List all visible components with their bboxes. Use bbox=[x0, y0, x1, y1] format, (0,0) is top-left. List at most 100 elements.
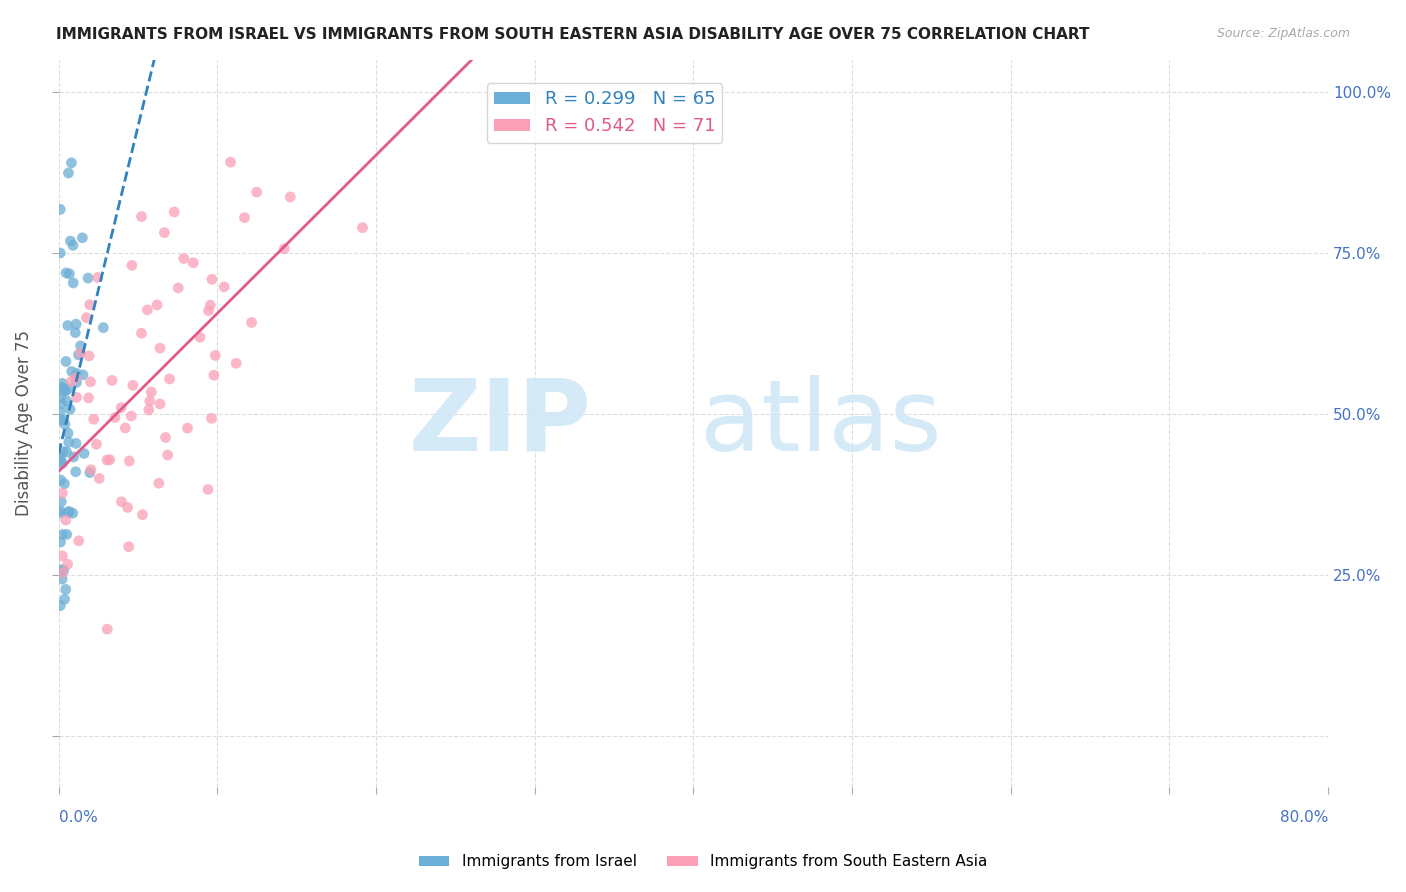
Point bbox=[49, 450, 72, 464]
Point bbox=[62, 238, 84, 252]
Point bbox=[49, 563, 72, 577]
Text: atlas: atlas bbox=[700, 375, 941, 472]
Point bbox=[131, 508, 153, 522]
Point bbox=[51, 376, 73, 391]
Point bbox=[155, 430, 177, 444]
Point bbox=[56, 382, 79, 396]
Point bbox=[148, 476, 170, 491]
Point bbox=[65, 370, 87, 384]
Point bbox=[79, 375, 101, 389]
Point bbox=[201, 272, 224, 286]
Point bbox=[181, 256, 204, 270]
Point bbox=[49, 599, 72, 613]
Point bbox=[110, 494, 132, 508]
Point bbox=[77, 271, 100, 285]
Point bbox=[59, 234, 82, 248]
Point bbox=[139, 394, 162, 409]
Point bbox=[49, 506, 72, 520]
Point bbox=[52, 384, 75, 399]
Point bbox=[55, 354, 77, 368]
Point bbox=[52, 444, 75, 458]
Point bbox=[188, 330, 211, 344]
Point bbox=[176, 421, 198, 435]
Point bbox=[58, 166, 80, 180]
Point bbox=[73, 446, 96, 460]
Point bbox=[167, 281, 190, 295]
Point bbox=[131, 210, 153, 224]
Point bbox=[49, 246, 72, 260]
Point bbox=[55, 582, 77, 597]
Point bbox=[80, 463, 103, 477]
Point bbox=[60, 375, 83, 389]
Point bbox=[79, 466, 101, 480]
Point bbox=[149, 397, 172, 411]
Point bbox=[51, 527, 73, 541]
Point bbox=[77, 349, 100, 363]
Point bbox=[197, 303, 219, 318]
Point bbox=[202, 368, 225, 383]
Point bbox=[146, 298, 169, 312]
Point bbox=[65, 317, 87, 331]
Point bbox=[141, 384, 163, 399]
Point bbox=[104, 410, 127, 425]
Point bbox=[101, 373, 124, 387]
Point bbox=[49, 405, 72, 419]
Point bbox=[72, 368, 94, 382]
Point bbox=[352, 220, 374, 235]
Point bbox=[56, 318, 79, 333]
Point bbox=[49, 504, 72, 518]
Point bbox=[86, 270, 108, 285]
Point bbox=[55, 393, 77, 408]
Point bbox=[52, 380, 75, 394]
Point bbox=[197, 483, 219, 497]
Point bbox=[121, 258, 143, 272]
Point bbox=[65, 436, 87, 450]
Point bbox=[75, 310, 97, 325]
Point bbox=[153, 226, 176, 240]
Point bbox=[51, 549, 73, 563]
Point bbox=[65, 465, 87, 479]
Point bbox=[65, 367, 87, 381]
Point bbox=[49, 391, 72, 405]
Point bbox=[156, 448, 179, 462]
Point bbox=[65, 376, 87, 390]
Point bbox=[273, 242, 295, 256]
Point bbox=[246, 185, 269, 199]
Point bbox=[65, 326, 87, 340]
Text: ZIP: ZIP bbox=[409, 375, 592, 472]
Point bbox=[225, 356, 247, 370]
Point bbox=[117, 500, 139, 515]
Point bbox=[49, 413, 72, 427]
Point bbox=[51, 494, 73, 508]
Text: Source: ZipAtlas.com: Source: ZipAtlas.com bbox=[1216, 27, 1350, 40]
Point bbox=[89, 471, 111, 485]
Text: IMMIGRANTS FROM ISRAEL VS IMMIGRANTS FROM SOUTH EASTERN ASIA DISABILITY AGE OVER: IMMIGRANTS FROM ISRAEL VS IMMIGRANTS FRO… bbox=[56, 27, 1090, 42]
Point bbox=[204, 349, 226, 363]
Point bbox=[96, 453, 118, 467]
Y-axis label: Disability Age Over 75: Disability Age Over 75 bbox=[15, 330, 32, 516]
Point bbox=[173, 252, 195, 266]
Legend: R = 0.299   N = 65, R = 0.542   N = 71: R = 0.299 N = 65, R = 0.542 N = 71 bbox=[486, 83, 723, 143]
Point bbox=[96, 622, 118, 636]
Point bbox=[49, 202, 72, 217]
Point bbox=[278, 190, 301, 204]
Point bbox=[219, 155, 242, 169]
Point bbox=[240, 316, 263, 330]
Text: 0.0%: 0.0% bbox=[59, 810, 97, 825]
Point bbox=[51, 486, 73, 500]
Point bbox=[122, 378, 145, 392]
Point bbox=[159, 372, 181, 386]
Point bbox=[53, 417, 76, 432]
Point bbox=[200, 298, 222, 312]
Point bbox=[49, 535, 72, 549]
Point bbox=[200, 411, 222, 425]
Point bbox=[49, 452, 72, 467]
Point bbox=[77, 391, 100, 405]
Point bbox=[110, 401, 132, 415]
Point bbox=[49, 455, 72, 469]
Point bbox=[65, 390, 87, 404]
Point bbox=[149, 341, 172, 355]
Point bbox=[52, 563, 75, 577]
Point bbox=[56, 426, 79, 441]
Point bbox=[56, 558, 79, 572]
